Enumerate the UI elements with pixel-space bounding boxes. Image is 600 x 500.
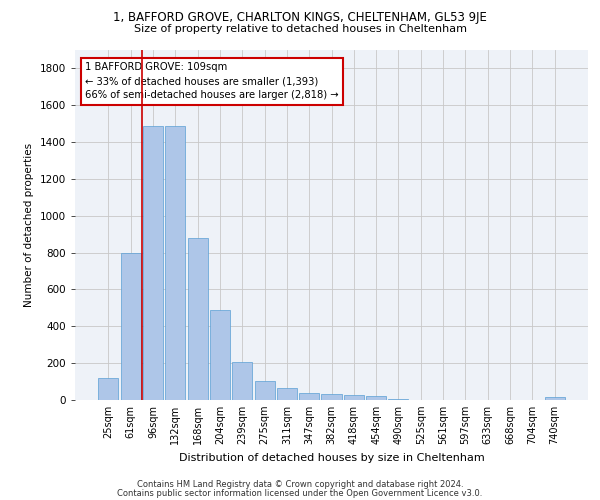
Y-axis label: Number of detached properties: Number of detached properties [24,143,34,307]
Text: Size of property relative to detached houses in Cheltenham: Size of property relative to detached ho… [133,24,467,34]
Bar [98,378,118,400]
Bar [121,252,141,400]
Bar [277,388,297,400]
Bar [545,397,565,400]
Bar [388,399,409,400]
Bar [165,126,185,400]
Text: Contains HM Land Registry data © Crown copyright and database right 2024.: Contains HM Land Registry data © Crown c… [137,480,463,489]
Bar [254,380,275,400]
Bar [366,396,386,400]
Bar [210,310,230,400]
Bar [344,396,364,400]
Text: 1, BAFFORD GROVE, CHARLTON KINGS, CHELTENHAM, GL53 9JE: 1, BAFFORD GROVE, CHARLTON KINGS, CHELTE… [113,12,487,24]
Text: Contains public sector information licensed under the Open Government Licence v3: Contains public sector information licen… [118,490,482,498]
Bar [232,362,252,400]
Bar [299,392,319,400]
Bar [143,126,163,400]
Text: 1 BAFFORD GROVE: 109sqm
← 33% of detached houses are smaller (1,393)
66% of semi: 1 BAFFORD GROVE: 109sqm ← 33% of detache… [85,62,339,100]
X-axis label: Distribution of detached houses by size in Cheltenham: Distribution of detached houses by size … [179,452,484,462]
Bar [188,238,208,400]
Bar [322,394,341,400]
